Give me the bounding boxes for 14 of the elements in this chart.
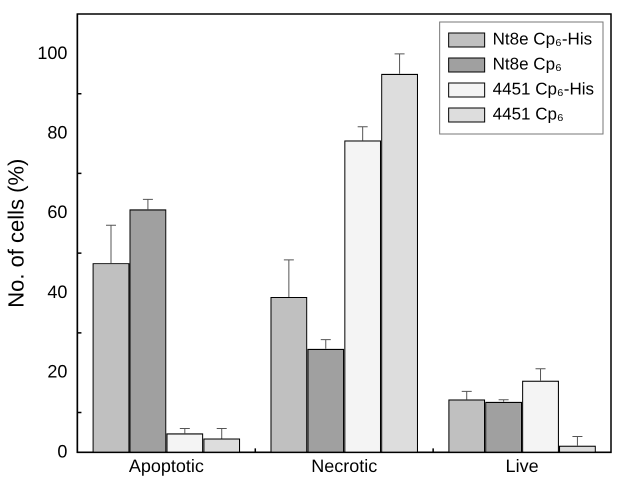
legend-label: 4451 Cp₆ — [492, 104, 564, 124]
y-tick-label: 60 — [47, 202, 68, 222]
legend-label: Nt8e Cp₆ — [492, 54, 562, 74]
x-tick-label: Apoptotic — [128, 456, 204, 476]
x-tick-label: Necrotic — [311, 456, 378, 476]
y-tick-label: 100 — [37, 42, 68, 63]
x-tick-label: Live — [506, 456, 539, 476]
y-axis-title: No. of cells (%) — [3, 158, 28, 308]
legend-label: 4451 Cp₆-His — [492, 80, 594, 99]
y-tick-label: 40 — [47, 282, 68, 302]
y-tick-label: 80 — [47, 122, 68, 143]
y-tick-label: 0 — [57, 441, 68, 462]
y-tick-label: 20 — [47, 362, 68, 382]
legend-label: Nt8e Cp₆-His — [492, 30, 592, 49]
